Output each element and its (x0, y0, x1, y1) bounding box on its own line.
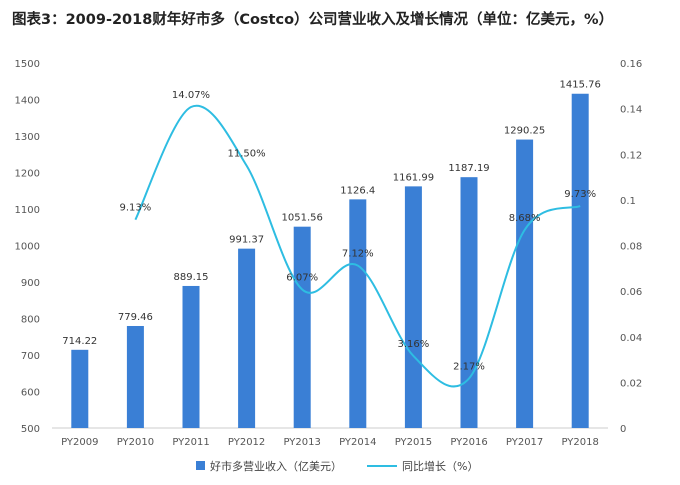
left-tick-label: 600 (21, 388, 40, 399)
right-tick-label: 0.02 (620, 378, 642, 389)
line-data-label: 9.73% (564, 189, 596, 200)
bar-data-label: 779.46 (118, 312, 153, 323)
x-tick-label: PY2014 (339, 437, 376, 448)
bar (126, 325, 144, 428)
growth-line (134, 104, 581, 388)
x-tick-label: PY2015 (395, 437, 432, 448)
bar-data-label: 1126.4 (340, 185, 375, 196)
line-data-label: 6.07% (286, 273, 318, 284)
bar (571, 93, 589, 429)
left-tick-label: 1300 (15, 132, 40, 143)
bar-data-label: 1051.56 (282, 213, 323, 224)
bar-series (71, 93, 589, 429)
right-tick-label: 0.12 (620, 150, 642, 161)
x-tick-label: PY2013 (284, 437, 321, 448)
bar-data-labels: 714.22 779.46 889.15 991.37 1051.56 1126.4 116… (62, 80, 601, 347)
line-data-label: 8.68% (509, 213, 541, 224)
chart-title: 图表3：2009-2018财年好市多（Costco）公司营业收入及增长情况（单位… (12, 12, 614, 28)
legend-line-label: 同比增长（%） (402, 459, 478, 473)
x-tick-label: PY2018 (562, 437, 599, 448)
left-tick-label: 900 (21, 278, 40, 289)
line-data-label: 2.17% (453, 361, 485, 372)
line-data-label: 9.13% (120, 203, 152, 214)
bar-data-label: 1187.19 (448, 163, 489, 174)
line-data-label: 3.16% (398, 339, 430, 350)
line-data-label: 11.50% (228, 149, 266, 160)
right-tick-label: 0.16 (620, 59, 642, 70)
bar (404, 186, 422, 428)
left-tick-label: 700 (21, 351, 40, 362)
bar-data-label: 1161.99 (393, 172, 434, 183)
right-tick-label: 0.1 (620, 196, 636, 207)
line-data-label: 14.07% (172, 90, 210, 101)
left-tick-label: 1100 (15, 205, 40, 216)
left-tick-label: 500 (21, 424, 40, 435)
right-tick-label: 0.14 (620, 105, 642, 116)
right-tick-label: 0.04 (620, 333, 642, 344)
bar-data-label: 1290.25 (504, 126, 545, 137)
x-tick-label: PY2009 (61, 437, 98, 448)
x-tick-label: PY2012 (228, 437, 265, 448)
right-axis: 0 0.02 0.04 0.06 0.08 0.1 0.12 0.14 0.16 (620, 59, 642, 435)
bar (71, 349, 89, 428)
bar-data-label: 889.15 (174, 272, 209, 283)
bar (349, 199, 367, 428)
bar (516, 139, 534, 428)
right-tick-label: 0 (620, 424, 626, 435)
right-tick-label: 0.06 (620, 287, 642, 298)
left-tick-label: 1200 (15, 169, 40, 180)
x-tick-label: PY2017 (506, 437, 543, 448)
legend: 好市多营业收入（亿美元） 同比增长（%） (196, 459, 478, 473)
right-tick-label: 0.08 (620, 242, 642, 253)
bar-data-label: 1415.76 (560, 80, 601, 91)
line-data-labels: 9.13% 14.07% 11.50% 6.07% 7.12% 3.16% 2.17% 8.6… (120, 90, 597, 372)
bar (238, 248, 256, 428)
legend-bar-swatch (196, 461, 205, 470)
bar (293, 226, 311, 428)
left-tick-label: 1000 (15, 242, 40, 253)
line-data-label: 7.12% (342, 249, 374, 260)
left-tick-label: 800 (21, 315, 40, 326)
left-tick-label: 1500 (15, 59, 40, 70)
x-tick-label: PY2010 (117, 437, 154, 448)
x-tick-label: PY2016 (450, 437, 487, 448)
x-axis-labels: PY2009 PY2010 PY2011 PY2012 PY2013 PY2014 PY20… (61, 437, 599, 448)
bar-data-label: 714.22 (62, 336, 97, 347)
x-tick-label: PY2011 (172, 437, 209, 448)
bar (460, 177, 478, 428)
bar (182, 285, 200, 428)
legend-bar-label: 好市多营业收入（亿美元） (210, 459, 342, 473)
bar-data-label: 991.37 (229, 235, 264, 246)
left-axis: 500 600 700 800 900 1000 1100 1200 1300 1400 1500 (15, 59, 40, 435)
left-tick-label: 1400 (15, 96, 40, 107)
